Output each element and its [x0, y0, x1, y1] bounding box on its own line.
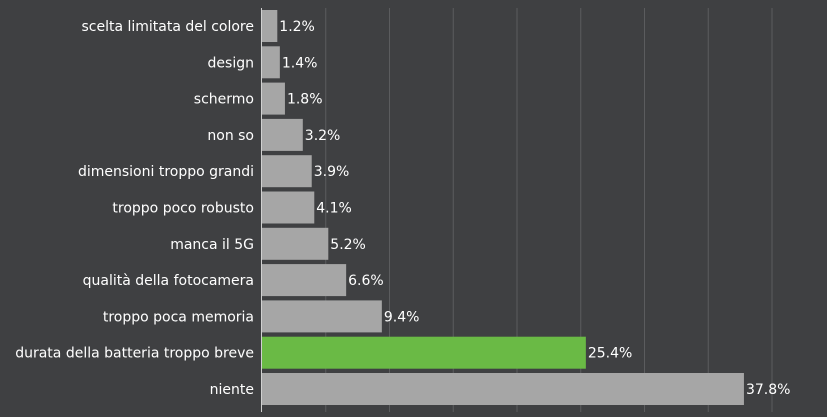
value-label-4: 3.9% — [314, 164, 350, 180]
category-label-9: durata della batteria troppo breve — [15, 346, 254, 362]
value-label-8: 9.4% — [384, 309, 420, 325]
bar-10 — [262, 373, 744, 405]
value-label-10: 37.8% — [746, 382, 790, 398]
value-label-2: 1.8% — [287, 92, 323, 108]
category-label-2: schermo — [194, 92, 254, 108]
labels: scelta limitata del colore 1.2% design 1.4%… — [15, 19, 790, 398]
bars — [262, 10, 744, 405]
bar-3 — [262, 118, 303, 151]
value-label-0: 1.2% — [279, 19, 315, 35]
bar-8 — [262, 300, 382, 333]
category-label-4: dimensioni troppo grandi — [78, 164, 254, 180]
bar-4 — [262, 155, 312, 188]
category-label-0: scelta limitata del colore — [81, 19, 254, 35]
value-label-1: 1.4% — [282, 55, 318, 71]
category-label-3: non so — [207, 128, 254, 144]
grid-lines — [325, 8, 773, 412]
bar-6 — [262, 227, 329, 260]
value-label-3: 3.2% — [305, 128, 341, 144]
category-label-5: troppo poco robusto — [112, 201, 254, 217]
category-label-1: design — [208, 55, 254, 71]
bar-9 — [262, 336, 586, 369]
category-label-6: manca il 5G — [170, 237, 254, 253]
bar-5 — [262, 191, 315, 224]
bar-0 — [262, 10, 278, 42]
category-label-7: qualità della fotocamera — [83, 273, 254, 289]
value-label-9: 25.4% — [588, 346, 632, 362]
value-label-6: 5.2% — [330, 237, 366, 253]
bar-1 — [262, 46, 280, 79]
value-label-7: 6.6% — [348, 273, 384, 289]
bar-2 — [262, 82, 285, 115]
bar-7 — [262, 264, 347, 297]
category-label-8: troppo poca memoria — [103, 309, 254, 325]
category-label-10: niente — [210, 382, 254, 398]
value-label-5: 4.1% — [316, 201, 352, 217]
